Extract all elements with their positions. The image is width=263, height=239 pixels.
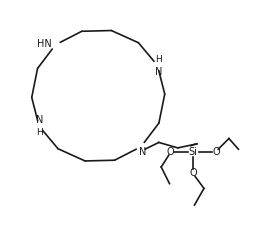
Text: N: N <box>36 115 43 125</box>
Text: O: O <box>167 147 175 157</box>
Text: Si: Si <box>189 147 198 157</box>
Text: O: O <box>212 147 220 157</box>
Text: O: O <box>189 168 197 178</box>
Text: H: H <box>155 55 162 64</box>
Text: H: H <box>36 129 43 137</box>
Text: HN: HN <box>37 39 52 49</box>
Text: N: N <box>139 147 146 157</box>
Text: N: N <box>155 67 162 77</box>
